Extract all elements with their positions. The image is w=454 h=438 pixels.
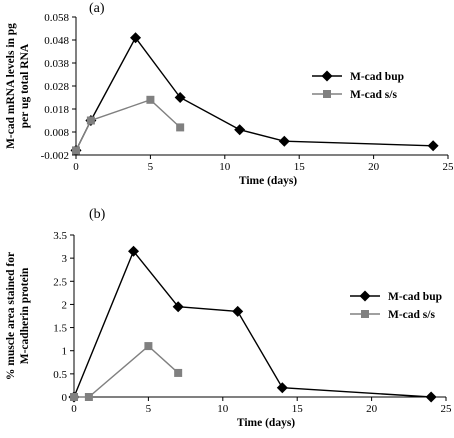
panel-b-ss-line xyxy=(74,345,179,398)
panel-b-x-axis-title: Time (days) xyxy=(237,417,295,429)
panel-a-x-tick-label: 25 xyxy=(443,161,454,173)
panel-a-ss-point xyxy=(86,116,95,125)
panel-b-bup-line xyxy=(73,249,432,398)
panel-a-ss-point xyxy=(72,146,80,155)
panel-b-x-tick-label: 10 xyxy=(217,403,229,415)
panel-b-bup-point xyxy=(172,301,184,313)
panel-a-y-axis-title: M-cad mRNA levels in pg xyxy=(5,23,17,149)
panel-b-y-tick-label: 3.5 xyxy=(53,230,67,242)
panel-a-legend-ss-marker xyxy=(323,90,331,98)
panel-a-y-tick-label: 0.018 xyxy=(44,104,69,116)
panel-a-bup-point xyxy=(174,92,186,103)
panel-b-y-tick-label: 3 xyxy=(62,253,68,265)
panel-b-y-tick-label: 0.5 xyxy=(53,369,67,381)
panel-b-legend-bup-label: M-cad bup xyxy=(388,291,442,303)
panel-b-ss-point xyxy=(70,393,78,401)
panel-a-x-tick-label: 5 xyxy=(148,161,154,173)
panel-a-y-tick-label: 0.008 xyxy=(44,127,69,139)
panel-a-x-tick-label: 15 xyxy=(294,161,306,173)
panel-b-ss-point xyxy=(144,342,153,351)
panel-b-y-tick-label: 0 xyxy=(62,392,68,404)
panel-a-y-tick-label: 0.058 xyxy=(44,12,69,24)
panel-b-label: (b) xyxy=(89,207,106,222)
panel-b-y-tick-label: 2 xyxy=(62,299,68,311)
panel-a-ss-point xyxy=(146,95,155,104)
panel-a-y-tick-label: 0.028 xyxy=(44,81,69,93)
panel-b-bup-point xyxy=(276,382,288,394)
panel-a-x-axis-title: Time (days) xyxy=(239,175,297,187)
panel-a-y-tick-label: 0.048 xyxy=(44,35,69,47)
panel-b-bup-point xyxy=(232,305,244,317)
panel-b-x-tick-label: 5 xyxy=(146,403,152,415)
panel-a-bup-point xyxy=(427,140,439,152)
panel-b-legend-ss-label: M-cad s/s xyxy=(388,309,435,321)
panel-b-y-axis-title: M-cadherin protein xyxy=(19,267,31,364)
panel-a-x-tick-label: 10 xyxy=(219,161,231,173)
panel-a-legend-bup-marker xyxy=(321,70,333,82)
panel-b-bup-point xyxy=(128,245,140,257)
panel-b-y-tick-label: 1 xyxy=(62,346,68,358)
panel-b-x-tick-label: 25 xyxy=(441,403,453,415)
panel-a-ss-line xyxy=(75,99,181,151)
panel-b-legend-ss-marker xyxy=(361,310,369,318)
panel-a-x-tick-label: 20 xyxy=(368,161,380,173)
panel-a-y-tick-label: 0.038 xyxy=(44,58,69,70)
panel-b-x-tick-label: 15 xyxy=(292,403,304,415)
panel-b-x-tick-label: 0 xyxy=(71,403,77,415)
panel-a-legend-bup-label: M-cad bup xyxy=(350,71,404,83)
panel-a-legend-ss-label: M-cad s/s xyxy=(350,89,397,101)
panel-b-legend-bup-marker xyxy=(359,290,371,302)
panel-a-bup-point xyxy=(234,124,246,136)
panel-a-bup-point xyxy=(130,32,142,44)
panel-b-y-tick-label: 1.5 xyxy=(53,323,67,335)
panel-a-y-tick-label: -0.002 xyxy=(41,150,69,162)
panel-b-bup-point xyxy=(425,391,437,403)
panel-a-bup-point xyxy=(278,135,290,147)
panel-b-ss-point xyxy=(84,393,93,401)
panel-a-y-axis-title: per ug total RNA xyxy=(19,43,31,128)
panel-b-y-tick-label: 2.5 xyxy=(53,276,67,288)
panel-b-x-tick-label: 20 xyxy=(366,403,378,415)
panel-b-y-axis-title: % muscle area stained for xyxy=(5,252,17,380)
panel-a-x-tick-label: 0 xyxy=(73,161,79,173)
panel-a-ss-point xyxy=(176,123,185,132)
panel-a-label: (a) xyxy=(89,1,105,16)
panel-b-ss-point xyxy=(174,368,183,377)
